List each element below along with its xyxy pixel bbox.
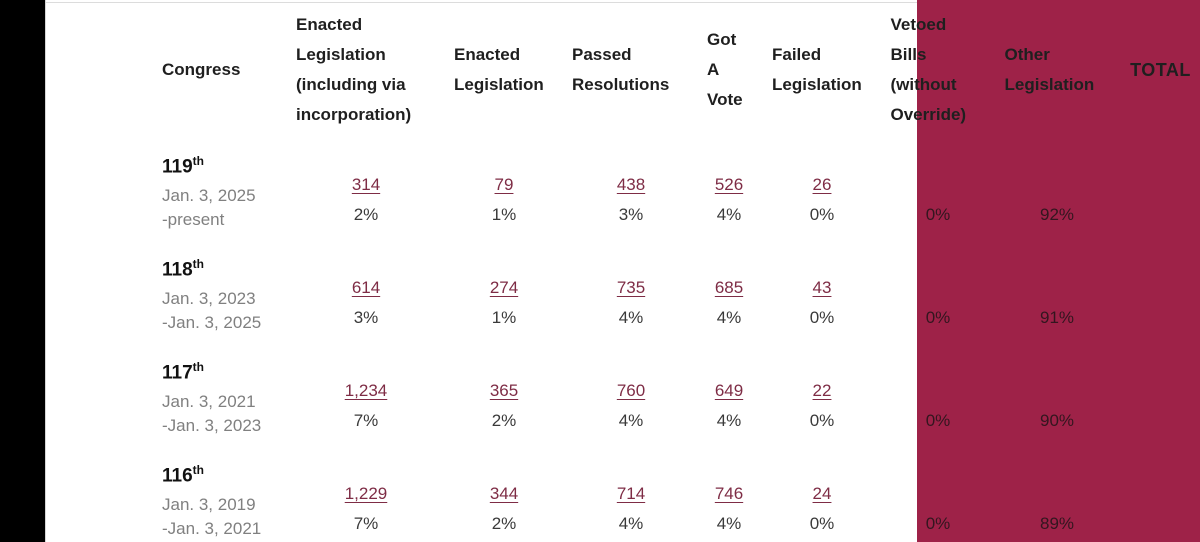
term-start: Jan. 3, 2019 <box>162 495 256 515</box>
failed-pct: 0% <box>809 411 835 430</box>
vetoed-pct: 0% <box>925 308 951 327</box>
got-a-vote-count-link[interactable]: 746 <box>714 484 744 503</box>
term-end: -Jan. 3, 2025 <box>162 313 262 333</box>
got-a-vote-pct: 4% <box>716 411 742 430</box>
got-a-vote-pct: 4% <box>716 205 742 224</box>
enacted-incl-count-link[interactable]: 314 <box>351 175 381 194</box>
failed-pct: 0% <box>809 514 835 533</box>
left-black-bar <box>0 0 46 542</box>
congress-label-118th: 118th Jan. 3, 2023 -Jan. 3, 2025 <box>162 243 289 346</box>
congress-label-117th: 117th Jan. 3, 2021 -Jan. 3, 2023 <box>162 346 289 449</box>
passed-resolutions-count-link[interactable]: 714 <box>616 484 646 503</box>
column-header-got-a-vote: Got A Vote <box>707 30 743 109</box>
maroon-highlight-overlay <box>917 0 1200 542</box>
column-header-total: TOTAL <box>1130 60 1191 80</box>
legislation-stats-table: Congress Enacted Legislation (including … <box>162 0 1200 542</box>
failed-pct: 0% <box>809 205 835 224</box>
total-cell <box>1121 140 1200 243</box>
got-a-vote-count-link[interactable]: 649 <box>714 381 744 400</box>
got-a-vote-count-link[interactable]: 526 <box>714 175 744 194</box>
got-a-vote-pct: 4% <box>716 514 742 533</box>
enacted-pct: 1% <box>491 308 517 327</box>
passed-resolutions-count-link[interactable]: 438 <box>616 175 646 194</box>
congress-label-116th: 116th Jan. 3, 2019 -Jan. 3, 2021 <box>162 449 289 542</box>
congress-number: 117th <box>162 360 204 384</box>
other-pct: 92% <box>1039 205 1075 224</box>
enacted-incl-pct: 7% <box>353 514 379 533</box>
got-a-vote-pct: 4% <box>716 308 742 327</box>
enacted-count-link[interactable]: 79 <box>494 175 514 194</box>
total-cell <box>1121 449 1200 542</box>
enacted-incl-pct: 3% <box>353 308 379 327</box>
column-header-passed-resolutions: Passed Resolutions <box>572 45 670 94</box>
enacted-pct: 2% <box>491 411 517 430</box>
term-end: -Jan. 3, 2021 <box>162 519 262 539</box>
failed-pct: 0% <box>809 308 835 327</box>
got-a-vote-count-link[interactable]: 685 <box>714 278 744 297</box>
passed-resolutions-count-link[interactable]: 735 <box>616 278 646 297</box>
top-divider <box>46 2 917 3</box>
congress-number: 116th <box>162 463 204 487</box>
enacted-pct: 2% <box>491 514 517 533</box>
failed-count-link[interactable]: 43 <box>812 278 832 297</box>
enacted-incl-pct: 7% <box>353 411 379 430</box>
failed-count-link[interactable]: 24 <box>812 484 832 503</box>
vetoed-pct: 0% <box>925 411 951 430</box>
vetoed-pct: 0% <box>925 514 951 533</box>
enacted-incl-count-link[interactable]: 614 <box>351 278 381 297</box>
passed-resolutions-pct: 4% <box>618 411 644 430</box>
term-start: Jan. 3, 2021 <box>162 392 256 412</box>
term-end: -present <box>162 210 225 230</box>
enacted-count-link[interactable]: 365 <box>489 381 519 400</box>
column-header-congress: Congress <box>162 60 241 79</box>
column-header-vetoed-bills: Vetoed Bills (without Override) <box>890 15 967 124</box>
congress-number: 118th <box>162 257 204 281</box>
other-pct: 89% <box>1039 514 1075 533</box>
other-pct: 91% <box>1039 308 1075 327</box>
failed-count-link[interactable]: 22 <box>812 381 832 400</box>
enacted-incl-count-link[interactable]: 1,234 <box>344 381 388 400</box>
term-start: Jan. 3, 2023 <box>162 289 256 309</box>
column-header-enacted-incl: Enacted Legislation (including via incor… <box>296 15 412 124</box>
vetoed-pct: 0% <box>925 205 951 224</box>
passed-resolutions-pct: 4% <box>618 308 644 327</box>
column-header-other-legislation: Other Legislation <box>1004 45 1095 94</box>
enacted-incl-pct: 2% <box>353 205 379 224</box>
term-end: -Jan. 3, 2023 <box>162 416 262 436</box>
enacted-incl-count-link[interactable]: 1,229 <box>344 484 388 503</box>
enacted-count-link[interactable]: 344 <box>489 484 519 503</box>
other-pct: 90% <box>1039 411 1075 430</box>
term-start: Jan. 3, 2025 <box>162 186 256 206</box>
column-header-failed-legislation: Failed Legislation <box>772 45 862 94</box>
total-cell <box>1121 346 1200 449</box>
passed-resolutions-pct: 3% <box>618 205 644 224</box>
enacted-count-link[interactable]: 274 <box>489 278 519 297</box>
passed-resolutions-count-link[interactable]: 760 <box>616 381 646 400</box>
column-header-enacted: Enacted Legislation <box>454 45 544 94</box>
congress-number: 119th <box>162 154 204 178</box>
failed-count-link[interactable]: 26 <box>812 175 832 194</box>
enacted-pct: 1% <box>491 205 517 224</box>
total-cell <box>1121 243 1200 346</box>
congress-label-119th: 119th Jan. 3, 2025 -present <box>162 140 289 243</box>
passed-resolutions-pct: 4% <box>618 514 644 533</box>
